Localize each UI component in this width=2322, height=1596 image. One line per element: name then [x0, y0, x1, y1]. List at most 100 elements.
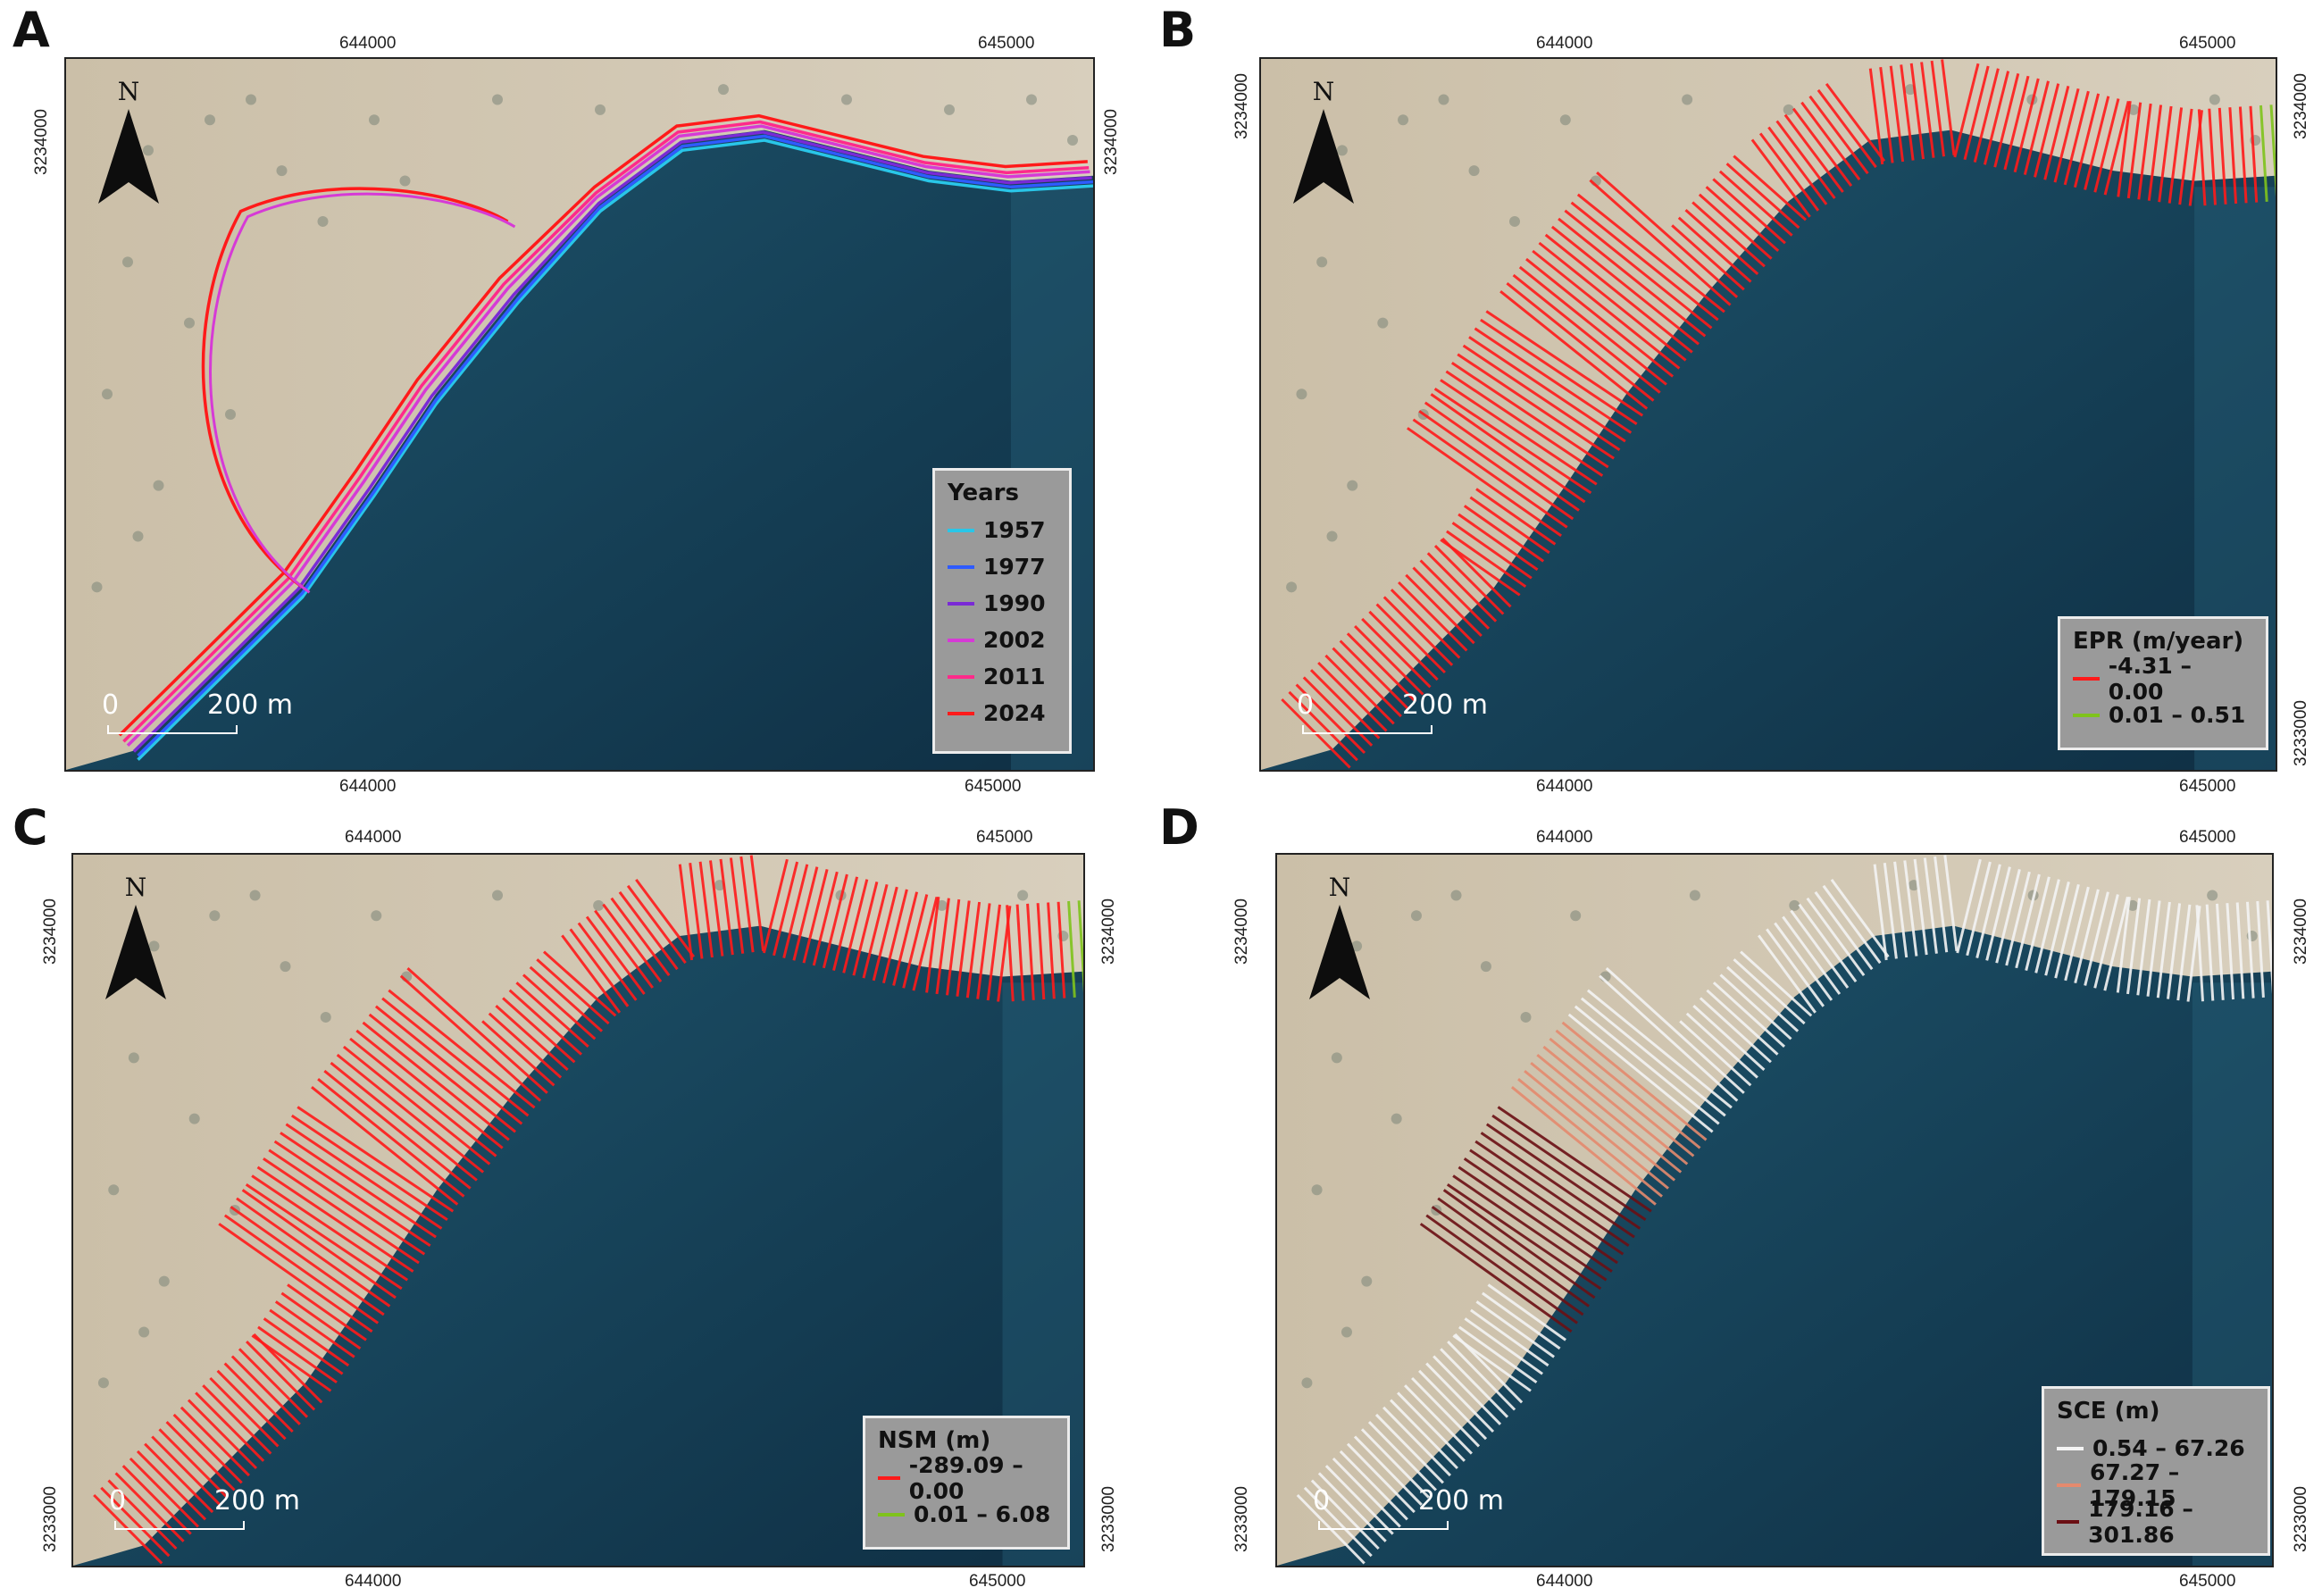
- transect: [1783, 113, 1844, 193]
- easting-tick-d-bottom-2: 645000: [2179, 1572, 2236, 1591]
- transect: [1499, 290, 1649, 410]
- transect: [1458, 513, 1539, 572]
- transect: [709, 860, 724, 957]
- transect: [202, 1384, 272, 1455]
- transect: [1975, 864, 2001, 958]
- transect: [2167, 903, 2182, 999]
- transect: [1367, 1421, 1437, 1492]
- transect: [2235, 902, 2245, 999]
- transect: [1725, 965, 1800, 1032]
- transect: [1412, 566, 1483, 638]
- transect: [151, 1435, 221, 1506]
- transect: [1310, 1479, 1380, 1550]
- transect: [1458, 1325, 1538, 1384]
- transect: [2013, 78, 2040, 173]
- transect: [1677, 216, 1752, 283]
- transect: [1468, 336, 1626, 443]
- transect: [739, 856, 755, 953]
- legend-b: EPR (m/year) -4.31 – 0.00 0.01 – 0.51: [2058, 616, 2268, 750]
- transect: [1374, 1413, 1444, 1484]
- transect: [2005, 871, 2031, 966]
- transect: [236, 1197, 391, 1308]
- transect: [251, 1174, 409, 1282]
- legend-label: -4.31 – 0.00: [2108, 652, 2193, 705]
- transect: [1295, 683, 1366, 755]
- transect: [1740, 950, 1813, 1017]
- north-arrow: N: [100, 873, 171, 1007]
- transect: [1966, 861, 1992, 957]
- transect: [1806, 897, 1866, 976]
- transect: [1440, 379, 1598, 486]
- transect: [1474, 327, 1633, 434]
- transect: [1712, 178, 1786, 245]
- panel-label-d: D: [1159, 799, 1199, 856]
- legend-swatch: [2057, 1483, 2082, 1487]
- transect: [1532, 249, 1681, 370]
- transect: [1684, 208, 1759, 276]
- transect: [1889, 65, 1905, 163]
- legend-swatch: [2073, 676, 2100, 681]
- transect: [502, 997, 576, 1064]
- transect: [1691, 201, 1766, 268]
- transect: [330, 1061, 478, 1182]
- transect: [1800, 101, 1861, 180]
- transect: [1973, 68, 2000, 163]
- transect: [368, 1013, 517, 1133]
- legend-item: 1957: [948, 512, 1057, 548]
- transect: [2093, 98, 2120, 193]
- transect: [946, 898, 961, 996]
- transect: [488, 1012, 563, 1079]
- northing-tick-c-right-2: 3233000: [1098, 1486, 1118, 1552]
- legend-label: 0.01 – 0.51: [2109, 702, 2246, 728]
- legend-label: -289.09 – 0.00: [908, 1451, 1023, 1504]
- map-frame-a: N 0 200 m: [64, 57, 1095, 772]
- transect: [1512, 273, 1661, 394]
- easting-tick-b-top-1: 644000: [1536, 34, 1593, 53]
- north-arrow-icon: [105, 905, 166, 999]
- transect: [1782, 915, 1842, 995]
- transect: [218, 1223, 373, 1333]
- transect: [925, 897, 940, 993]
- transect: [1425, 1214, 1578, 1324]
- transect: [1718, 170, 1793, 237]
- transect: [1510, 1086, 1657, 1206]
- transect: [1470, 1308, 1549, 1367]
- transect: [2146, 900, 2161, 997]
- transect: [1480, 1132, 1635, 1239]
- transect: [158, 1428, 229, 1499]
- transect: [1817, 88, 1877, 169]
- legend-title-a: Years: [948, 480, 1019, 506]
- transect: [362, 1021, 510, 1141]
- transect: [2043, 86, 2070, 180]
- transect: [1923, 857, 1938, 954]
- transect: [1440, 539, 1521, 597]
- scale-end: 200 m: [207, 689, 294, 721]
- legend-item: 0.54 – 67.26: [2057, 1430, 2255, 1466]
- transect: [1288, 690, 1358, 762]
- transect: [2073, 93, 2101, 188]
- sea-area: [66, 59, 1093, 770]
- transect: [381, 997, 530, 1117]
- legend-label: 179.16 – 301.86: [2088, 1495, 2193, 1548]
- legend-item: 0.01 – 6.08: [878, 1496, 1055, 1533]
- transect: [1993, 73, 2020, 168]
- transect: [1452, 1174, 1608, 1282]
- transect: [1412, 418, 1568, 529]
- transect: [1580, 997, 1726, 1117]
- transect: [1332, 647, 1402, 718]
- transect: [1047, 902, 1056, 999]
- transect: [374, 1005, 523, 1125]
- transect: [136, 1450, 207, 1521]
- transect: [2158, 105, 2173, 203]
- transect: [1339, 639, 1410, 710]
- transect: [273, 1140, 431, 1247]
- transect: [2023, 80, 2050, 175]
- transect: [1463, 505, 1545, 563]
- transect: [1463, 1157, 1618, 1265]
- legend-swatch: [878, 1512, 905, 1517]
- transect: [1419, 1223, 1573, 1333]
- legend-item: 2024: [948, 695, 1057, 731]
- transect: [1433, 387, 1592, 495]
- scale-start: 0: [1297, 689, 1315, 721]
- transect: [1792, 107, 1853, 187]
